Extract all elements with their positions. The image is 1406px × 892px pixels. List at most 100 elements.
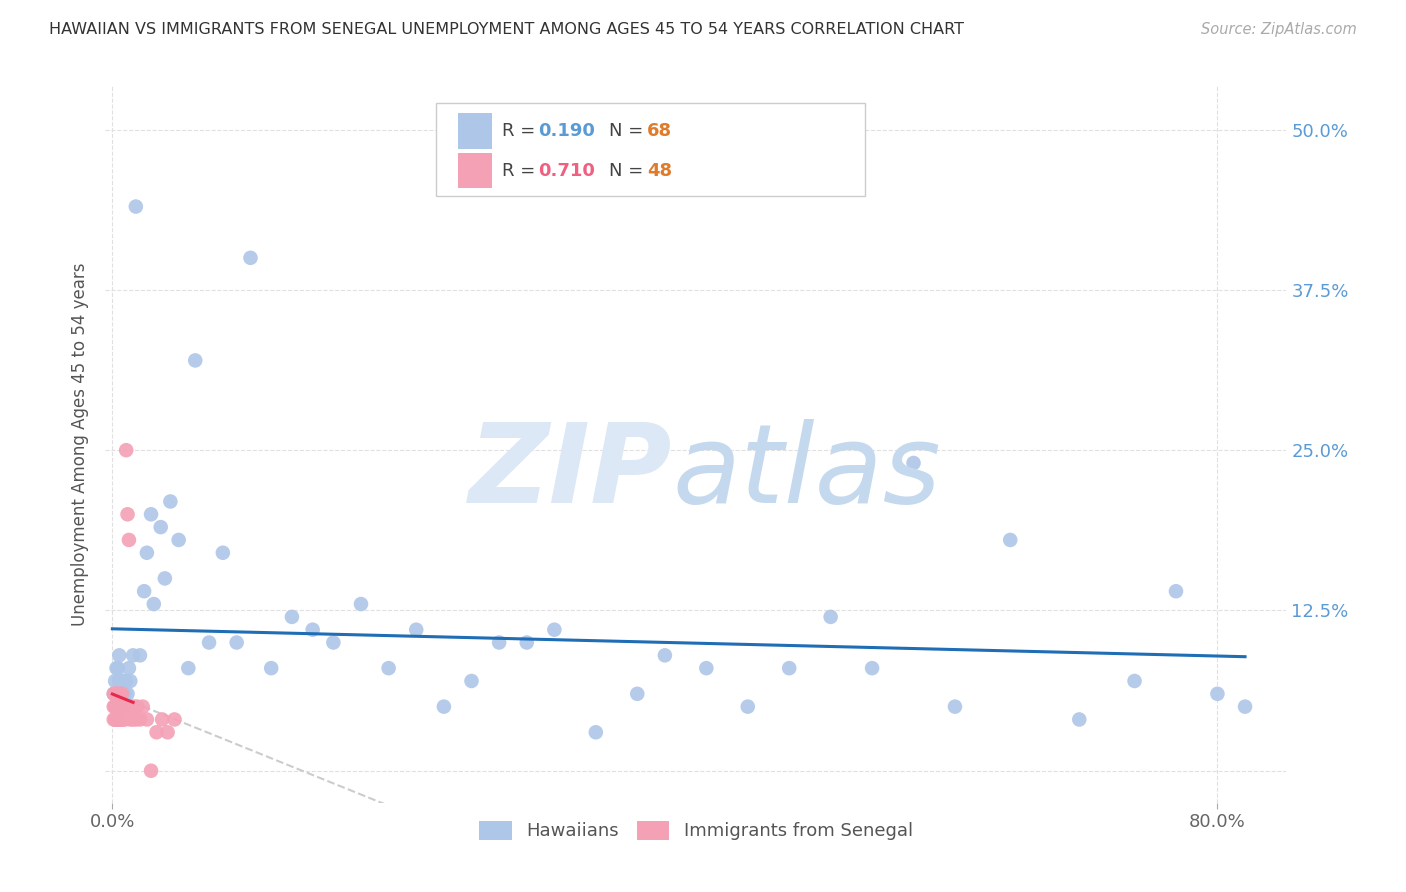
Point <box>107 661 129 675</box>
Point <box>1164 584 1187 599</box>
Point <box>903 456 925 470</box>
Point <box>159 494 181 508</box>
Point <box>585 725 607 739</box>
Point <box>122 713 145 727</box>
Point <box>110 699 132 714</box>
Point <box>488 635 510 649</box>
Point <box>105 687 128 701</box>
Point <box>142 597 165 611</box>
Point <box>107 713 129 727</box>
Point <box>695 661 717 675</box>
Point <box>778 661 800 675</box>
Text: R =: R = <box>502 122 541 140</box>
Point <box>103 699 125 714</box>
Point <box>115 673 138 688</box>
Text: N =: N = <box>609 161 648 179</box>
Point <box>104 713 127 727</box>
Point <box>225 635 247 649</box>
Point <box>654 648 676 663</box>
Point <box>111 699 134 714</box>
Point <box>134 584 156 599</box>
Point <box>149 520 172 534</box>
Point <box>145 725 167 739</box>
Text: 0.190: 0.190 <box>538 122 595 140</box>
Point <box>112 699 135 714</box>
Point <box>107 699 129 714</box>
Point <box>114 687 136 701</box>
Point <box>111 699 134 714</box>
Point <box>118 661 141 675</box>
Point <box>104 699 127 714</box>
Point <box>543 623 565 637</box>
Point <box>167 533 190 547</box>
Point <box>433 699 456 714</box>
Y-axis label: Unemployment Among Ages 45 to 54 years: Unemployment Among Ages 45 to 54 years <box>72 262 90 625</box>
Text: HAWAIIAN VS IMMIGRANTS FROM SENEGAL UNEMPLOYMENT AMONG AGES 45 TO 54 YEARS CORRE: HAWAIIAN VS IMMIGRANTS FROM SENEGAL UNEM… <box>49 22 965 37</box>
Point <box>132 699 155 714</box>
Point <box>107 699 129 714</box>
Point <box>112 673 135 688</box>
Point <box>110 687 132 701</box>
Point <box>626 687 648 701</box>
Point <box>460 673 482 688</box>
Text: 68: 68 <box>647 122 672 140</box>
Point <box>150 713 173 727</box>
Point <box>350 597 373 611</box>
Point <box>111 687 134 701</box>
Point <box>125 200 148 214</box>
Point <box>105 713 128 727</box>
Point <box>1000 533 1022 547</box>
Point <box>118 533 141 547</box>
Text: R =: R = <box>502 161 541 179</box>
Point <box>117 508 139 522</box>
Point <box>135 546 157 560</box>
Point <box>110 713 132 727</box>
Point <box>120 713 142 727</box>
Point <box>281 610 304 624</box>
Point <box>104 673 127 688</box>
Point <box>111 713 134 727</box>
Point <box>105 713 128 727</box>
Point <box>139 764 162 778</box>
Point <box>115 443 138 458</box>
Point <box>153 571 176 585</box>
Point <box>108 699 131 714</box>
Point <box>120 673 142 688</box>
Point <box>156 725 179 739</box>
Point <box>114 713 136 727</box>
Point <box>184 353 207 368</box>
Point <box>163 713 186 727</box>
Point <box>212 546 235 560</box>
Point <box>129 648 152 663</box>
Point <box>239 251 262 265</box>
Legend: Hawaiians, Immigrants from Senegal: Hawaiians, Immigrants from Senegal <box>472 814 920 847</box>
Point <box>110 699 132 714</box>
Point <box>103 687 125 701</box>
Point <box>112 713 135 727</box>
Point <box>103 687 125 701</box>
Point <box>405 623 427 637</box>
Point <box>105 699 128 714</box>
Text: 48: 48 <box>647 161 672 179</box>
Point <box>105 687 128 701</box>
Text: N =: N = <box>609 122 648 140</box>
Point <box>322 635 344 649</box>
Point <box>820 610 842 624</box>
Point <box>105 699 128 714</box>
Point <box>107 713 129 727</box>
Point <box>124 699 146 714</box>
Point <box>103 713 125 727</box>
Point <box>516 635 538 649</box>
Text: 0.710: 0.710 <box>538 161 595 179</box>
Point <box>111 673 134 688</box>
Point <box>108 648 131 663</box>
Point <box>1069 713 1091 727</box>
Text: Source: ZipAtlas.com: Source: ZipAtlas.com <box>1201 22 1357 37</box>
Point <box>198 635 221 649</box>
Point <box>301 623 323 637</box>
Point <box>122 648 145 663</box>
Point <box>121 699 143 714</box>
Point <box>127 699 149 714</box>
Point <box>108 687 131 701</box>
Point <box>1206 687 1229 701</box>
